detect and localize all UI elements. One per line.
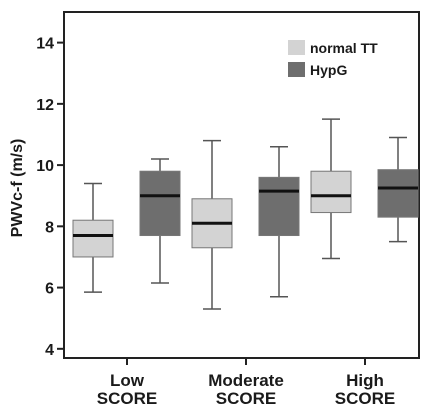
x-tick-label: SCORE bbox=[216, 389, 276, 408]
box-hypg-3 bbox=[377, 136, 419, 243]
y-tick-label: 10 bbox=[36, 158, 54, 175]
box-normal-tt-2 bbox=[191, 139, 233, 310]
legend-swatch bbox=[288, 40, 305, 55]
x-tick-label: High bbox=[346, 371, 384, 390]
box-iqr bbox=[377, 169, 419, 218]
y-tick-label: 14 bbox=[36, 36, 54, 53]
box-iqr bbox=[310, 170, 352, 214]
y-tick-label: 8 bbox=[45, 219, 54, 236]
x-tick-label: SCORE bbox=[97, 389, 157, 408]
plot-area bbox=[63, 11, 420, 359]
box-normal-tt-3 bbox=[310, 118, 352, 260]
box-normal-tt-1 bbox=[72, 182, 114, 293]
box-iqr bbox=[139, 170, 181, 237]
y-tick-label: 4 bbox=[45, 342, 54, 359]
legend-label: normal TT bbox=[310, 40, 378, 56]
legend-swatch bbox=[288, 62, 305, 77]
legend-label: HypG bbox=[310, 62, 347, 78]
legend: normal TT HypG bbox=[288, 40, 378, 78]
box-hypg-1 bbox=[139, 158, 181, 284]
y-tick-label: 6 bbox=[45, 281, 54, 298]
box-hypg-2 bbox=[258, 145, 300, 298]
x-tick-label: Moderate bbox=[208, 371, 284, 390]
box-iqr bbox=[258, 176, 300, 237]
x-tick-label: SCORE bbox=[335, 389, 395, 408]
x-tick-label: Low bbox=[110, 371, 145, 390]
y-axis: 4 6 8 10 12 14 bbox=[36, 36, 64, 359]
y-axis-title: PWVc-f (m/s) bbox=[9, 139, 26, 238]
boxes bbox=[72, 118, 419, 310]
box-iqr bbox=[72, 219, 114, 258]
y-tick-label: 12 bbox=[36, 97, 54, 114]
